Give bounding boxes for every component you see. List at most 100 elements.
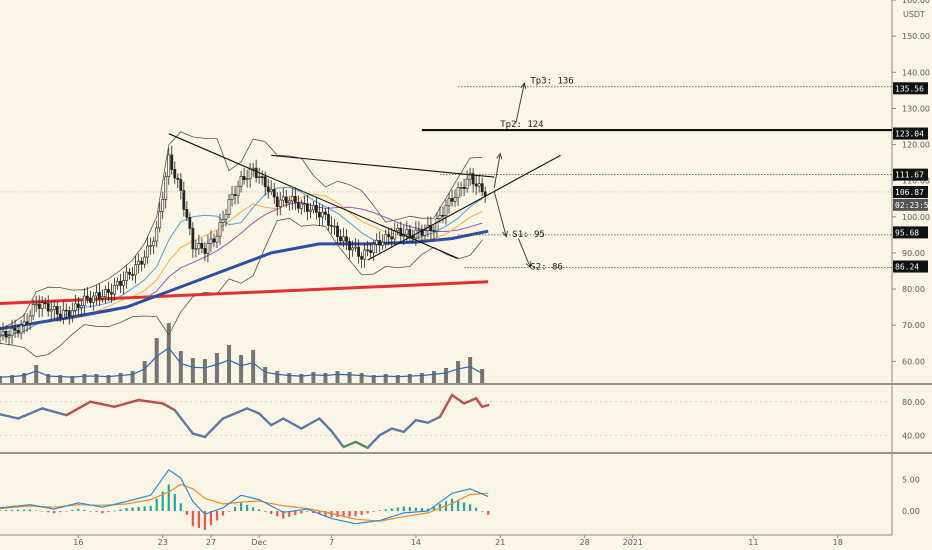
- macd-histogram-bar: [179, 503, 182, 511]
- macd-histogram-bar: [264, 511, 267, 512]
- macd-histogram-bar: [71, 509, 74, 511]
- candle-body: [245, 178, 249, 180]
- candle-body: [4, 330, 8, 338]
- price-tag: [893, 168, 928, 181]
- macd-histogram-bar: [95, 511, 98, 513]
- volume-bar: [299, 374, 304, 383]
- candle-body: [179, 179, 183, 191]
- macd-histogram-bar: [360, 511, 363, 515]
- macd-histogram-bar: [390, 508, 393, 511]
- candle-body: [408, 229, 412, 237]
- volume-bar: [118, 373, 123, 383]
- candle-body: [19, 324, 23, 334]
- candle-body: [269, 189, 273, 192]
- price-axis-tick-label: 130.00: [902, 104, 930, 113]
- macd-histogram-bar: [16, 509, 20, 511]
- macd-histogram-bar: [462, 502, 466, 511]
- macd-histogram-bar: [29, 509, 32, 511]
- time-axis-tick-label: 2021: [623, 538, 643, 547]
- macd-histogram-bar: [233, 506, 237, 511]
- volume-bar: [287, 373, 292, 383]
- macd-histogram-bar: [420, 508, 423, 511]
- macd-histogram-bar: [408, 507, 411, 511]
- currency-label: USDT: [903, 10, 925, 19]
- macd-histogram-bar: [131, 507, 134, 511]
- macd-histogram-bar: [10, 509, 14, 511]
- candle-body: [345, 236, 348, 242]
- candle-body: [131, 274, 134, 276]
- volume-bar: [70, 376, 75, 383]
- macd-histogram-bar: [306, 511, 309, 512]
- time-axis-tick-label: 18: [833, 538, 843, 547]
- price-axis-tick-label: 90.00: [902, 249, 925, 258]
- macd-histogram-bar: [324, 511, 327, 516]
- volume-bar: [395, 375, 400, 383]
- volume-bar: [190, 358, 195, 383]
- macd-histogram-bar: [300, 511, 303, 514]
- macd-histogram-bar: [77, 508, 80, 511]
- volume-bar: [46, 374, 51, 383]
- candle-body: [182, 190, 186, 210]
- volume-bar: [468, 357, 473, 383]
- candle-body: [366, 249, 370, 252]
- candle-body: [468, 173, 472, 180]
- candle-body: [95, 292, 98, 297]
- candle-body: [296, 202, 300, 209]
- candle-body: [462, 186, 466, 189]
- volume-bar: [154, 338, 159, 383]
- candle-body: [119, 280, 122, 286]
- macd-histogram-bar: [378, 510, 381, 511]
- candle-body: [324, 211, 327, 215]
- candle-body: [215, 235, 219, 243]
- arrow-up-1-head: [496, 152, 503, 160]
- macd-histogram-bar: [414, 507, 417, 511]
- candle-body: [381, 241, 385, 246]
- candle-body: [378, 239, 382, 246]
- candle-body: [477, 183, 481, 187]
- candle-body: [203, 248, 207, 254]
- candle-body: [369, 250, 373, 254]
- ma-mid-blue-line: [0, 229, 489, 331]
- volume-bar: [480, 369, 485, 383]
- candle-body: [185, 209, 189, 218]
- candle-body: [393, 230, 397, 240]
- macd-histogram-bar: [252, 507, 255, 511]
- price-tag: [893, 260, 928, 273]
- volume-bar: [178, 351, 183, 383]
- price-axis-tick-label: 80.00: [902, 285, 925, 294]
- candle-body: [16, 330, 20, 334]
- macd-histogram-bar: [101, 511, 104, 514]
- macd-histogram-bar: [258, 509, 261, 511]
- macd-histogram-bar: [155, 498, 158, 511]
- candle-body: [444, 204, 448, 216]
- candle-body: [110, 292, 113, 295]
- macd-histogram-bar: [125, 507, 128, 511]
- price-tag-label: 95.68: [895, 228, 919, 237]
- candle-body: [281, 196, 285, 201]
- macd-histogram-bar: [65, 511, 68, 512]
- volume-bar: [383, 374, 388, 383]
- candle-body: [0, 334, 2, 337]
- candle-body: [89, 297, 92, 303]
- candle-body: [161, 199, 165, 212]
- macd-histogram-bar: [246, 504, 249, 511]
- candle-body: [107, 289, 110, 293]
- macd-histogram-bar: [197, 511, 200, 529]
- tp2-level-label: Tp2: 124: [500, 120, 543, 130]
- candle-body: [459, 186, 463, 189]
- s2-level-label: S2: 86: [530, 262, 563, 272]
- time-axis-tick-label: 11: [748, 538, 758, 547]
- price-axis-tick-label: 150.00: [902, 32, 930, 41]
- rsi-axis-tick-label: 80.00: [902, 398, 925, 407]
- candle-body: [7, 335, 11, 338]
- candle-body: [101, 296, 104, 299]
- candle-body: [284, 196, 288, 204]
- candle-body: [483, 191, 487, 196]
- volume-bar: [10, 375, 15, 383]
- candle-body: [293, 196, 297, 203]
- candle-body: [170, 154, 174, 170]
- macd-histogram-bar: [276, 511, 279, 517]
- candle-body: [305, 203, 309, 212]
- candle-body: [164, 176, 168, 200]
